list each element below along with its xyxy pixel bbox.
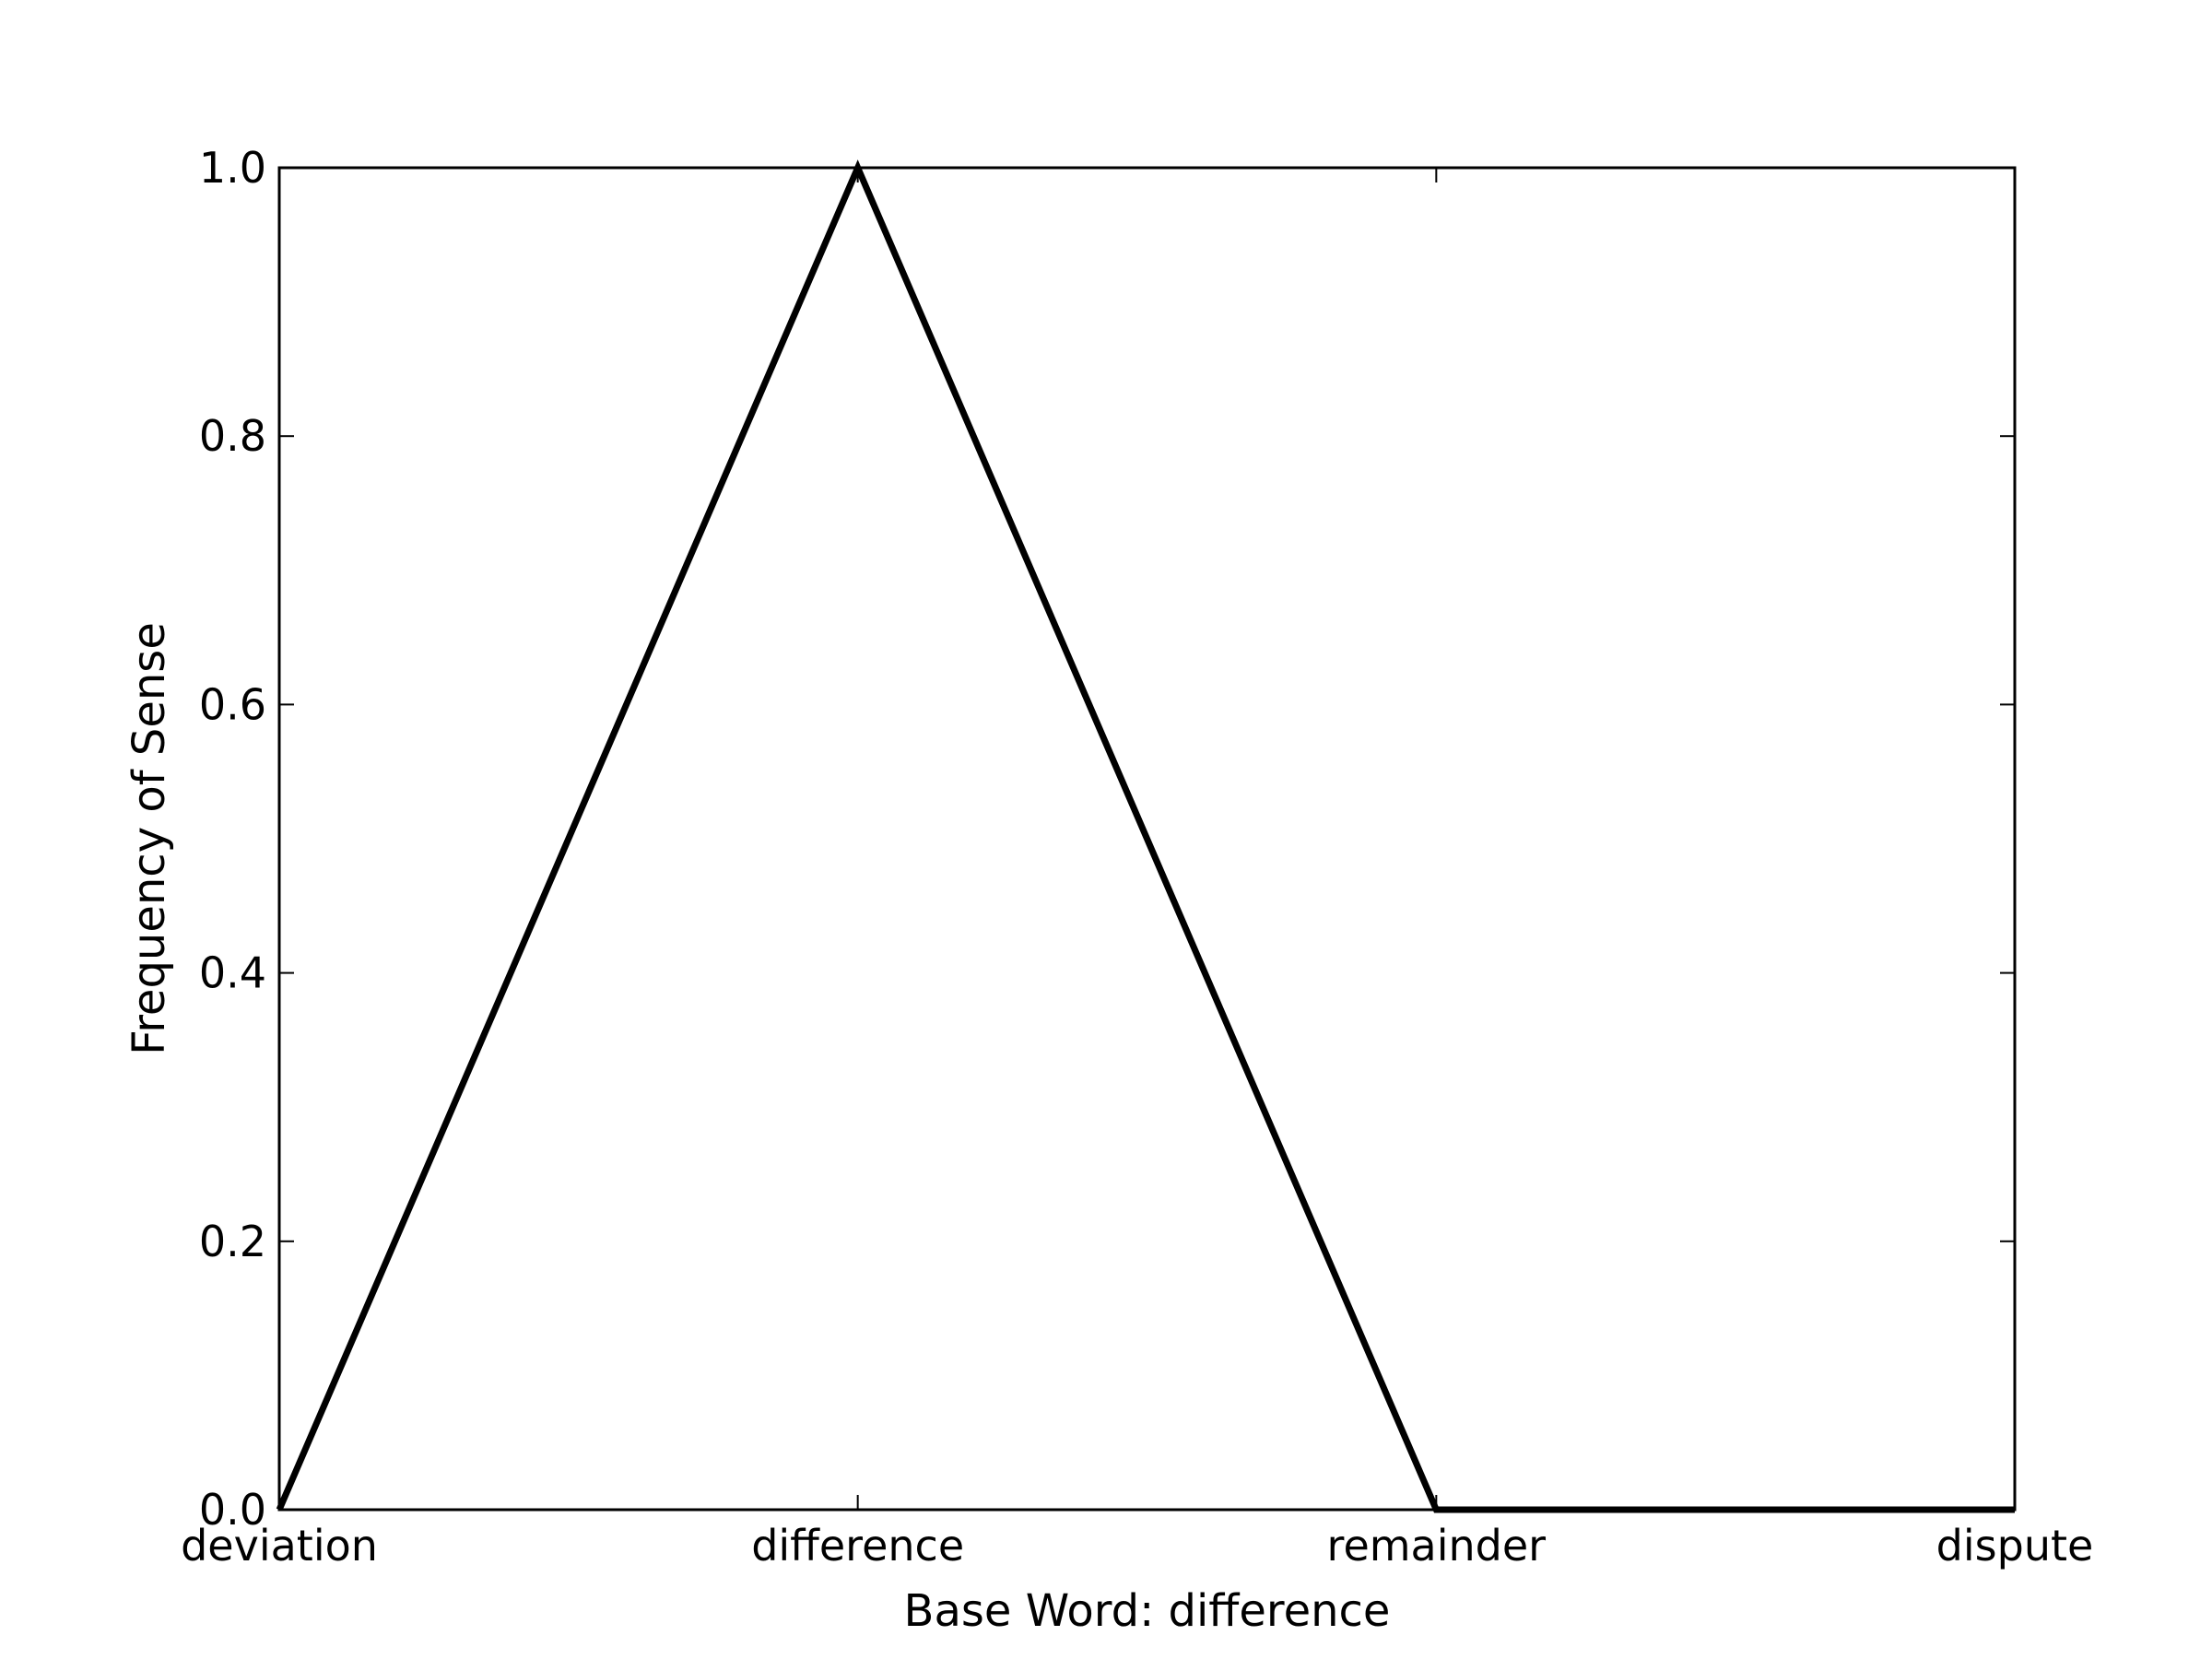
x-tick-label: difference [751, 1521, 964, 1571]
y-tick-label: 1.0 [199, 143, 266, 193]
x-tick-label: remainder [1327, 1521, 1547, 1571]
y-tick-label: 0.2 [199, 1217, 266, 1266]
x-tick-label: dispute [1936, 1521, 2094, 1571]
y-tick-label: 0.6 [199, 679, 266, 729]
x-tick-label: deviation [181, 1521, 378, 1571]
y-tick-label: 0.0 [199, 1485, 266, 1535]
plot-frame [277, 166, 2017, 1512]
x-axis-label: Base Word: difference [904, 1585, 1391, 1637]
y-tick-label: 0.4 [199, 948, 266, 998]
y-tick-label: 0.8 [199, 411, 266, 461]
y-axis-label: Frequency of Sense [124, 622, 175, 1055]
tick-labels: deviation difference remainder dispute 0.0 0.… [181, 143, 2093, 1571]
